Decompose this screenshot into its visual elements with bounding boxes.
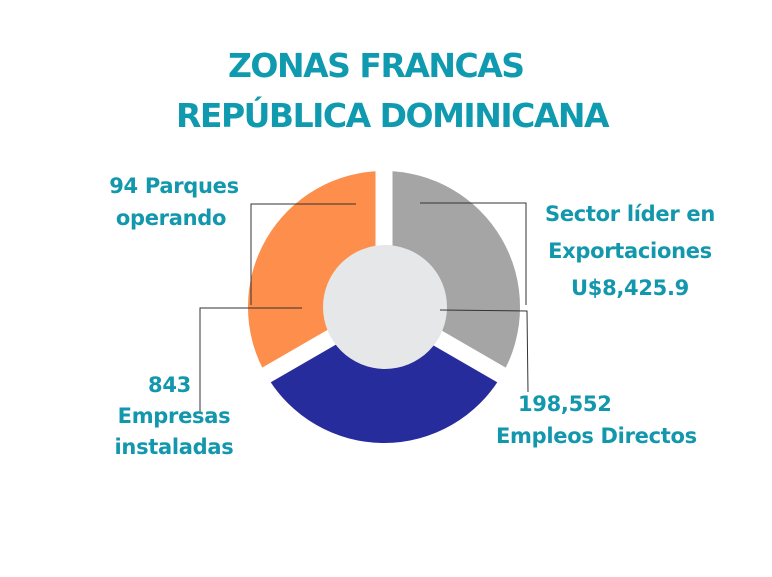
leader-line-parques [250, 203, 356, 305]
leader-line-exportaciones [420, 202, 527, 305]
label-empresas-line1: 843 [148, 373, 191, 397]
leader-line-empleos [439, 309, 529, 393]
label-empleos: 198,552 Empleos Directos [496, 388, 697, 452]
leader-lines [199, 202, 529, 412]
leader-line-empresas [199, 307, 302, 412]
label-empresas: 843 Empresas instaladas [97, 370, 251, 463]
label-empleos-line2: Empleos Directos [496, 424, 697, 448]
label-parques: 94 Parques operando [98, 170, 250, 234]
title-line-1: ZONAS FRANCAS [228, 46, 525, 85]
title-line-2: REPÚBLICA DOMINICANA [176, 96, 610, 135]
label-parques-line1: 94 Parques [109, 174, 239, 198]
label-exportaciones-line1: Sector líder en [545, 202, 715, 226]
label-exportaciones-line3: U$8,425.9 [571, 276, 689, 300]
label-exportaciones: Sector líder en Exportaciones U$8,425.9 [532, 196, 728, 307]
label-exportaciones-line2: Exportaciones [548, 239, 712, 263]
center-circle [323, 245, 447, 369]
label-empleos-line1: 198,552 [518, 392, 612, 416]
label-parques-line2: operando [115, 206, 227, 230]
donut-segments [247, 160, 521, 444]
label-empresas-line2: Empresas [117, 404, 231, 428]
label-empresas-line3: instaladas [114, 435, 234, 459]
